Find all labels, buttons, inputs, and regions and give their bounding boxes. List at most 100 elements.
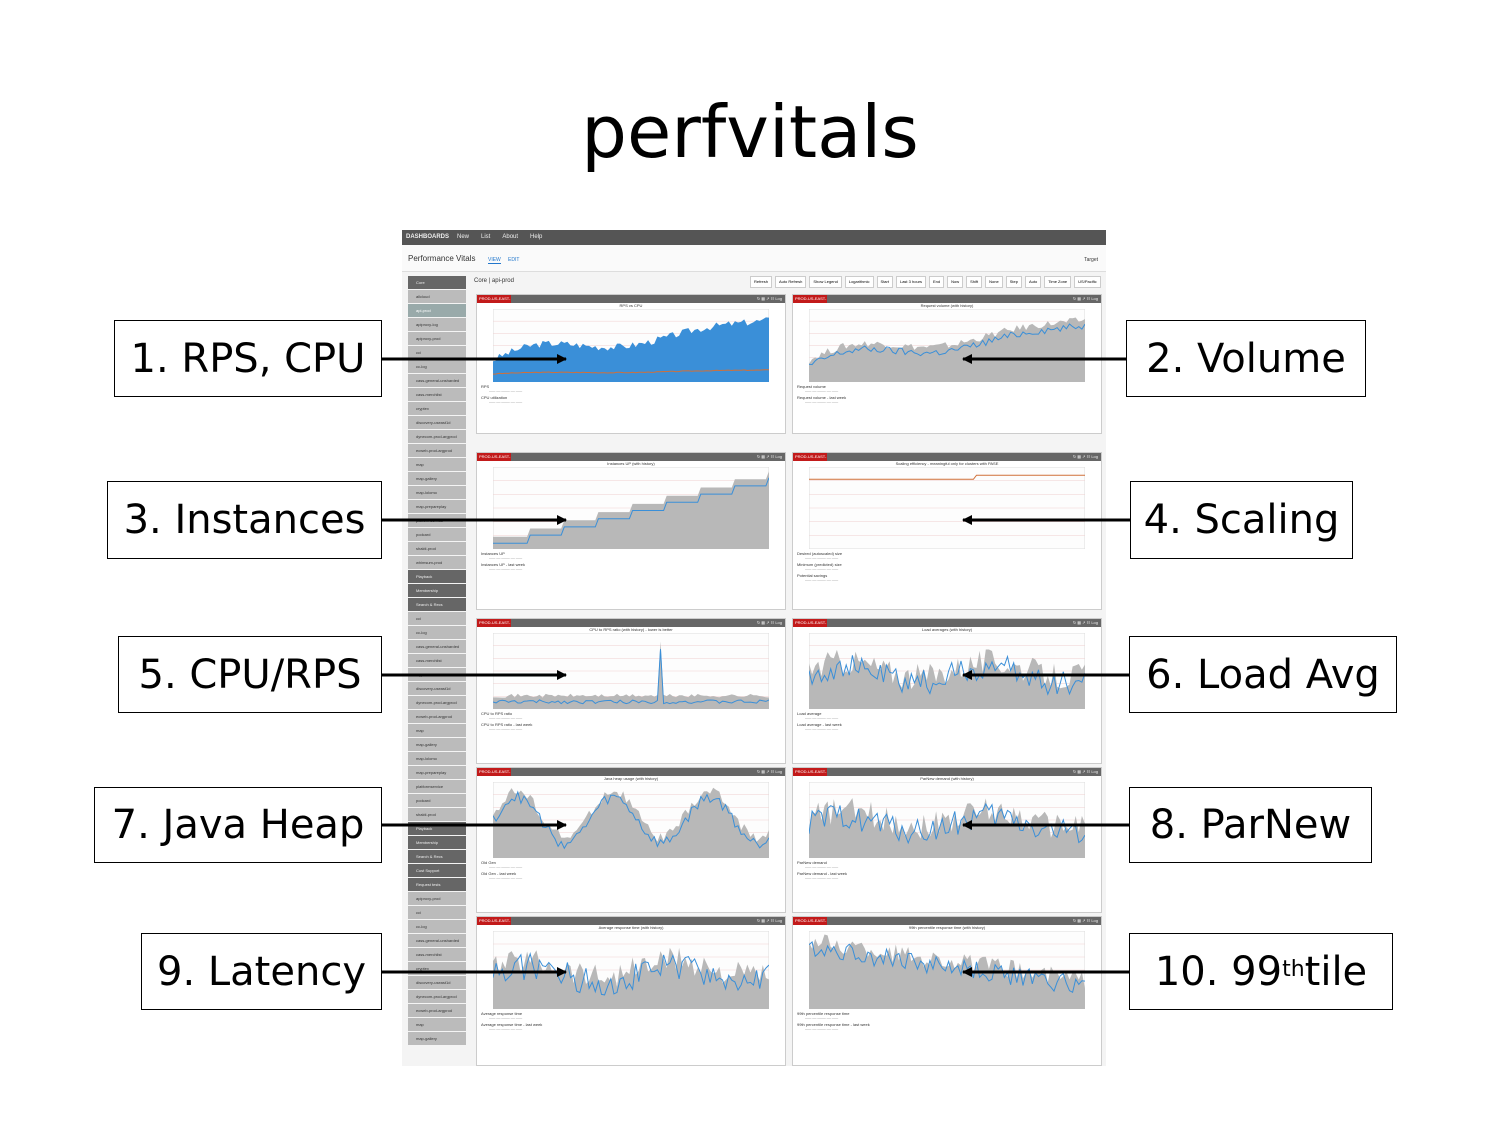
panel-tools-icon[interactable]: ↻ ▦ ↗ ☷ Log: [756, 296, 782, 301]
legend-stats: ─── ── ──── ── ───: [805, 400, 839, 404]
panel-header: PROD-US-EAST-1 ↻ ▦ ↗ ☷ Log: [477, 295, 785, 309]
sidebar-item[interactable]: whimsum-prod: [408, 556, 466, 569]
chart-panel: PROD-US-EAST-1 ↻ ▦ ↗ ☷ Log Average respons…: [476, 916, 786, 1066]
legend-stats: ─── ── ──── ── ───: [805, 556, 839, 560]
sidebar-item[interactable]: podcard: [408, 528, 466, 541]
sidebar-item[interactable]: map-prepareplay: [408, 766, 466, 779]
panel-tools-icon[interactable]: ↻ ▦ ↗ ☷ Log: [756, 620, 782, 625]
sidebar-item[interactable]: Membership: [408, 584, 466, 597]
sidebar-item[interactable]: apiproxy-prod: [408, 892, 466, 905]
sidebar-item[interactable]: Request tests: [408, 878, 466, 891]
callout-label: 7. Java Heap: [94, 787, 382, 863]
sidebar-item[interactable]: map-prepareplay: [408, 500, 466, 513]
sidebar-item[interactable]: cci: [408, 346, 466, 359]
sidebar-item[interactable]: dynecom-prod-argprod: [408, 430, 466, 443]
sidebar-item[interactable]: platformservice: [408, 780, 466, 793]
sidebar-item[interactable]: cass-merchlist: [408, 388, 466, 401]
sidebar-item[interactable]: cc-log: [408, 360, 466, 373]
control-12[interactable]: Time Zone: [1044, 276, 1072, 288]
chart-title: Average response time (with history): [598, 925, 664, 930]
nav-list[interactable]: List: [481, 234, 491, 240]
sidebar-item[interactable]: apiproxy-log: [408, 318, 466, 331]
sidebar-item[interactable]: Search & Recs: [408, 850, 466, 863]
sidebar-item[interactable]: dynecom-prod-argprod: [408, 696, 466, 709]
sidebar-item[interactable]: map-lolomo: [408, 486, 466, 499]
sidebar-item[interactable]: map: [408, 1018, 466, 1031]
sidebar-item[interactable]: map-gallery: [408, 472, 466, 485]
sidebar-item[interactable]: dynecom-prod-argprod: [408, 990, 466, 1003]
nav-about[interactable]: About: [502, 234, 519, 240]
sidebar-item[interactable]: Search & Recs: [408, 598, 466, 611]
target-selector[interactable]: Target: [1084, 257, 1098, 263]
region-badge: PROD-US-EAST-1: [477, 917, 511, 931]
control-1[interactable]: Auto Refresh: [775, 276, 807, 288]
sidebar-item[interactable]: shakti-prod: [408, 808, 466, 821]
sidebar-item[interactable]: api-prod: [408, 304, 466, 317]
brand-link[interactable]: DASHBOARDS: [406, 234, 450, 240]
sidebar-item[interactable]: cass-general-unsharded: [408, 934, 466, 947]
sidebar-item[interactable]: Membership: [408, 836, 466, 849]
control-3[interactable]: Logarithmic: [844, 276, 874, 288]
sidebar-item[interactable]: discovery-useast1d: [408, 416, 466, 429]
sidebar-item[interactable]: ecweb-prod-argprod: [408, 444, 466, 457]
control-2[interactable]: Show Legend: [809, 276, 842, 288]
sidebar-item[interactable]: shakti-prod: [408, 542, 466, 555]
sidebar-item[interactable]: map: [408, 458, 466, 471]
control-7[interactable]: Now: [947, 276, 964, 288]
control-6[interactable]: End: [929, 276, 945, 288]
sidebar-item[interactable]: cryptex: [408, 402, 466, 415]
sidebar-item[interactable]: cc-log: [408, 626, 466, 639]
panel-tools-icon[interactable]: ↻ ▦ ↗ ☷ Log: [756, 918, 782, 923]
legend-stats: ─── ── ──── ── ───: [805, 876, 839, 880]
sidebar-item[interactable]: map-gallery: [408, 1032, 466, 1045]
legend-entry: Potential savings: [797, 573, 828, 578]
panel-header: PROD-US-EAST-1 ↻ ▦ ↗ ☷ Log: [793, 295, 1101, 309]
sidebar-item[interactable]: map: [408, 724, 466, 737]
panel-tools-icon[interactable]: ↻ ▦ ↗ ☷ Log: [1072, 620, 1098, 625]
control-0[interactable]: Refresh: [750, 276, 773, 288]
panel-tools-icon[interactable]: ↻ ▦ ↗ ☷ Log: [756, 769, 782, 774]
sidebar-item[interactable]: Cust Support: [408, 864, 466, 877]
panel-tools-icon[interactable]: ↻ ▦ ↗ ☷ Log: [1072, 296, 1098, 301]
sidebar-item[interactable]: cass-general-unsharded: [408, 374, 466, 387]
nav-help[interactable]: Help: [530, 234, 543, 240]
chart-panel: PROD-US-EAST-1 ↻ ▦ ↗ ☷ Log CPU to RPS rati…: [476, 618, 786, 764]
series-line: [809, 323, 1085, 366]
control-11[interactable]: Auto: [1024, 276, 1042, 288]
legend-entry: 99th percentile response time: [797, 1011, 850, 1016]
legend-entry: CPU utilization: [481, 395, 508, 400]
sidebar-item[interactable]: cass-merchlist: [408, 948, 466, 961]
sidebar-item[interactable]: podcard: [408, 794, 466, 807]
panel-tools-icon[interactable]: ↻ ▦ ↗ ☷ Log: [1072, 769, 1098, 774]
sidebar-item[interactable]: discovery-useast1d: [408, 976, 466, 989]
control-9[interactable]: None: [985, 276, 1003, 288]
sidebar-item[interactable]: map-gallery: [408, 738, 466, 751]
panel-tools-icon[interactable]: ↻ ▦ ↗ ☷ Log: [1072, 454, 1098, 459]
sidebar-item[interactable]: ecweb-prod-argprod: [408, 1004, 466, 1017]
sidebar-item[interactable]: map-lolomo: [408, 752, 466, 765]
control-10[interactable]: Step: [1005, 276, 1022, 288]
legend-entry: 99th percentile response time - last wee…: [797, 1022, 870, 1027]
sidebar-item[interactable]: cc-log: [408, 920, 466, 933]
sidebar-item[interactable]: cass-merchlist: [408, 654, 466, 667]
nav-new[interactable]: New: [457, 234, 470, 240]
region-badge: PROD-US-EAST-1: [793, 768, 827, 782]
sidebar-item[interactable]: cci: [408, 612, 466, 625]
sidebar-item[interactable]: Core: [408, 276, 466, 289]
sidebar-item[interactable]: Playback: [408, 570, 466, 583]
sidebar-item[interactable]: apiproxy-prod: [408, 332, 466, 345]
panel-tools-icon[interactable]: ↻ ▦ ↗ ☷ Log: [1072, 918, 1098, 923]
sidebar-item[interactable]: allcloud: [408, 290, 466, 303]
control-4[interactable]: Start: [876, 276, 893, 288]
callout-label: 4. Scaling: [1130, 481, 1353, 559]
sidebar-item[interactable]: cass-general-unsharded: [408, 640, 466, 653]
sidebar-item[interactable]: ecweb-prod-argprod: [408, 710, 466, 723]
sidebar-item[interactable]: discovery-useast1d: [408, 682, 466, 695]
tab-edit[interactable]: EDIT: [508, 257, 520, 263]
control-5[interactable]: Last 3 hours: [895, 276, 926, 288]
panel-tools-icon[interactable]: ↻ ▦ ↗ ☷ Log: [756, 454, 782, 459]
sidebar-item[interactable]: cci: [408, 906, 466, 919]
tab-view[interactable]: VIEW: [488, 257, 501, 264]
control-8[interactable]: Shift: [966, 276, 983, 288]
control-13[interactable]: US/Pacific: [1074, 276, 1101, 288]
